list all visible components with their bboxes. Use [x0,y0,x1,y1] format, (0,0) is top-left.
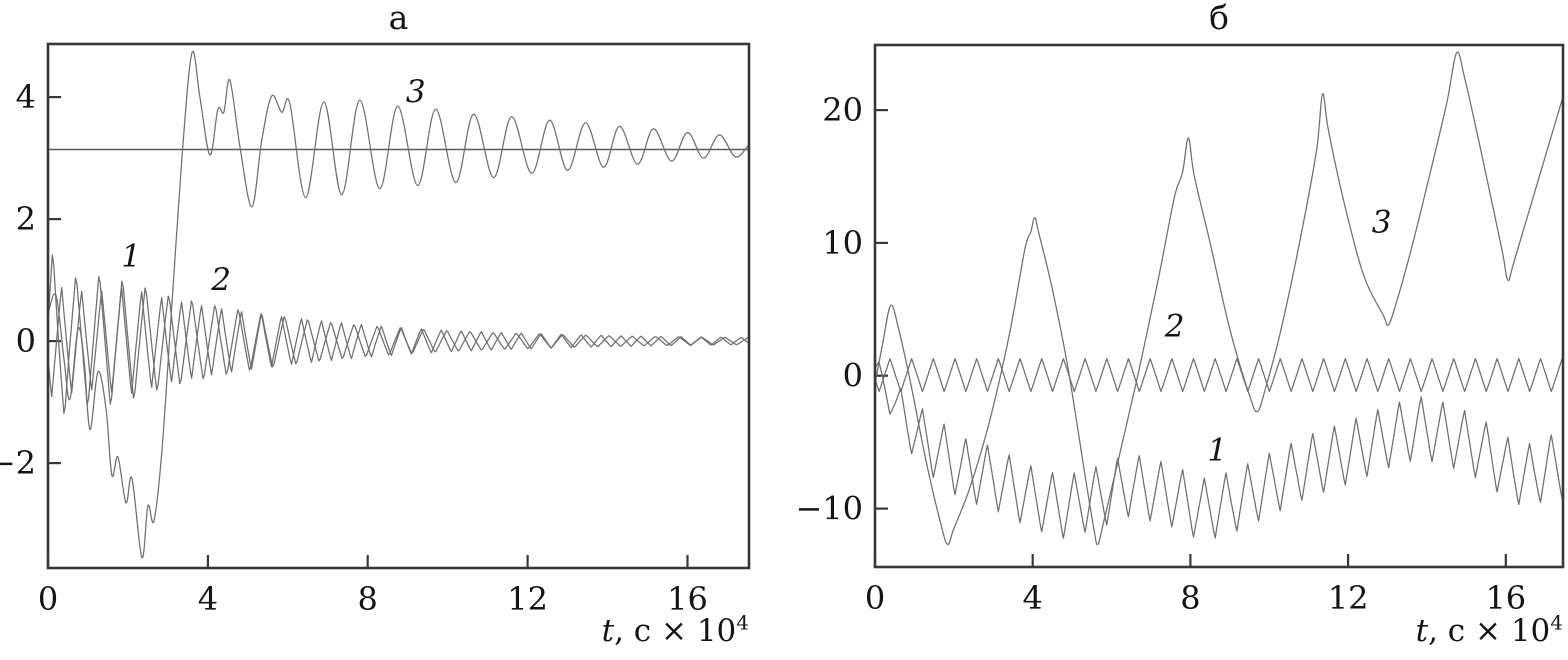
series-1-label: 1 [1207,433,1227,469]
x-tick-label: 16 [667,580,708,618]
x-tick-label: 8 [1180,579,1200,617]
x-tick-label: 12 [1328,579,1369,617]
x-tick-label: 4 [1023,579,1043,617]
panel-a-title: а [388,0,409,37]
y-tick-label: 4 [16,78,36,116]
series-2-label: 2 [210,262,231,298]
series-1-label: 1 [121,239,141,275]
x-tick-label: 8 [358,580,378,618]
x-axis-label-b: t, с × 104 [1163,613,1563,649]
panel-a-frame [46,42,751,570]
x-axis-exponent: 4 [736,610,749,635]
x-axis-exponent: 4 [1550,610,1563,635]
x-axis-variable: t [601,613,615,649]
y-tick-label: 20 [822,91,863,129]
x-tick-label: 16 [1485,579,1526,617]
x-axis-label-a: t, с × 104 [349,613,749,649]
series-2-curve [49,286,748,398]
x-tick-label: 4 [198,580,218,618]
x-axis-variable: t [1415,613,1429,649]
series-3-label: 3 [406,74,426,110]
y-tick-label: 0 [843,357,863,395]
series-3-curve [49,50,748,559]
x-axis-units: , с × 10 [1428,613,1551,649]
series-3-curve [876,51,1562,546]
panel-b-title: б [1209,0,1229,37]
y-tick-label: −10 [795,490,863,528]
panel-b-frame [873,43,1565,569]
series-2-label: 2 [1164,309,1185,345]
y-tick-label: 2 [16,200,36,238]
x-axis-units: , с × 10 [614,613,737,649]
series-1-curve [876,361,1562,539]
x-tick-label: 12 [507,580,548,618]
y-tick-label: −2 [0,444,36,482]
x-tick-label: 0 [38,580,58,618]
y-tick-label: 10 [822,224,863,262]
y-tick-label: 0 [16,322,36,360]
series-2-curve [876,358,1562,393]
series-3-label: 3 [1372,204,1392,240]
x-tick-label: 0 [865,579,885,617]
